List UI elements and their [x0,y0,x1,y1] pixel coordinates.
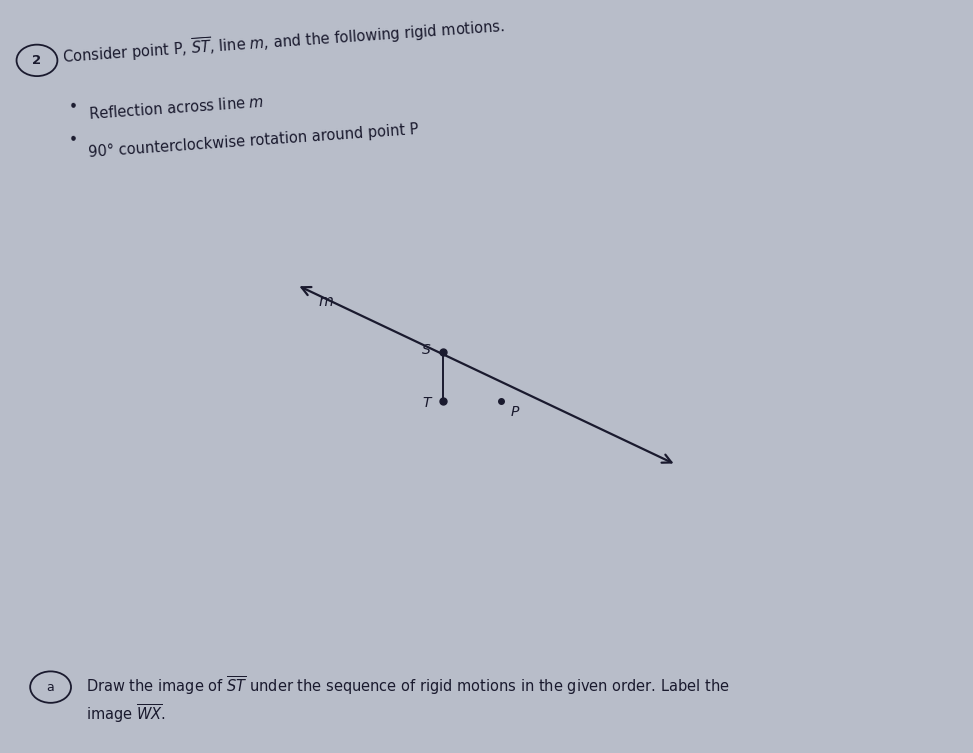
Text: Draw the image of $\overline{ST}$ under the sequence of rigid motions in the giv: Draw the image of $\overline{ST}$ under … [86,674,729,697]
Text: S: S [422,343,431,357]
Text: a: a [47,681,54,694]
Text: P: P [511,405,520,419]
Text: image $\overline{WX}$.: image $\overline{WX}$. [86,702,165,724]
Circle shape [30,672,71,703]
Text: Consider point P, $\overline{ST}$, line $m$, and the following rigid motions.: Consider point P, $\overline{ST}$, line … [61,14,506,68]
Text: m: m [318,294,333,309]
Text: •: • [68,99,78,115]
Text: T: T [422,396,431,410]
Text: Reflection across line $m$: Reflection across line $m$ [88,93,265,122]
Text: 2: 2 [32,54,42,67]
Text: 90° counterclockwise rotation around point P: 90° counterclockwise rotation around poi… [88,121,418,160]
Circle shape [17,44,57,76]
Text: •: • [68,133,78,148]
